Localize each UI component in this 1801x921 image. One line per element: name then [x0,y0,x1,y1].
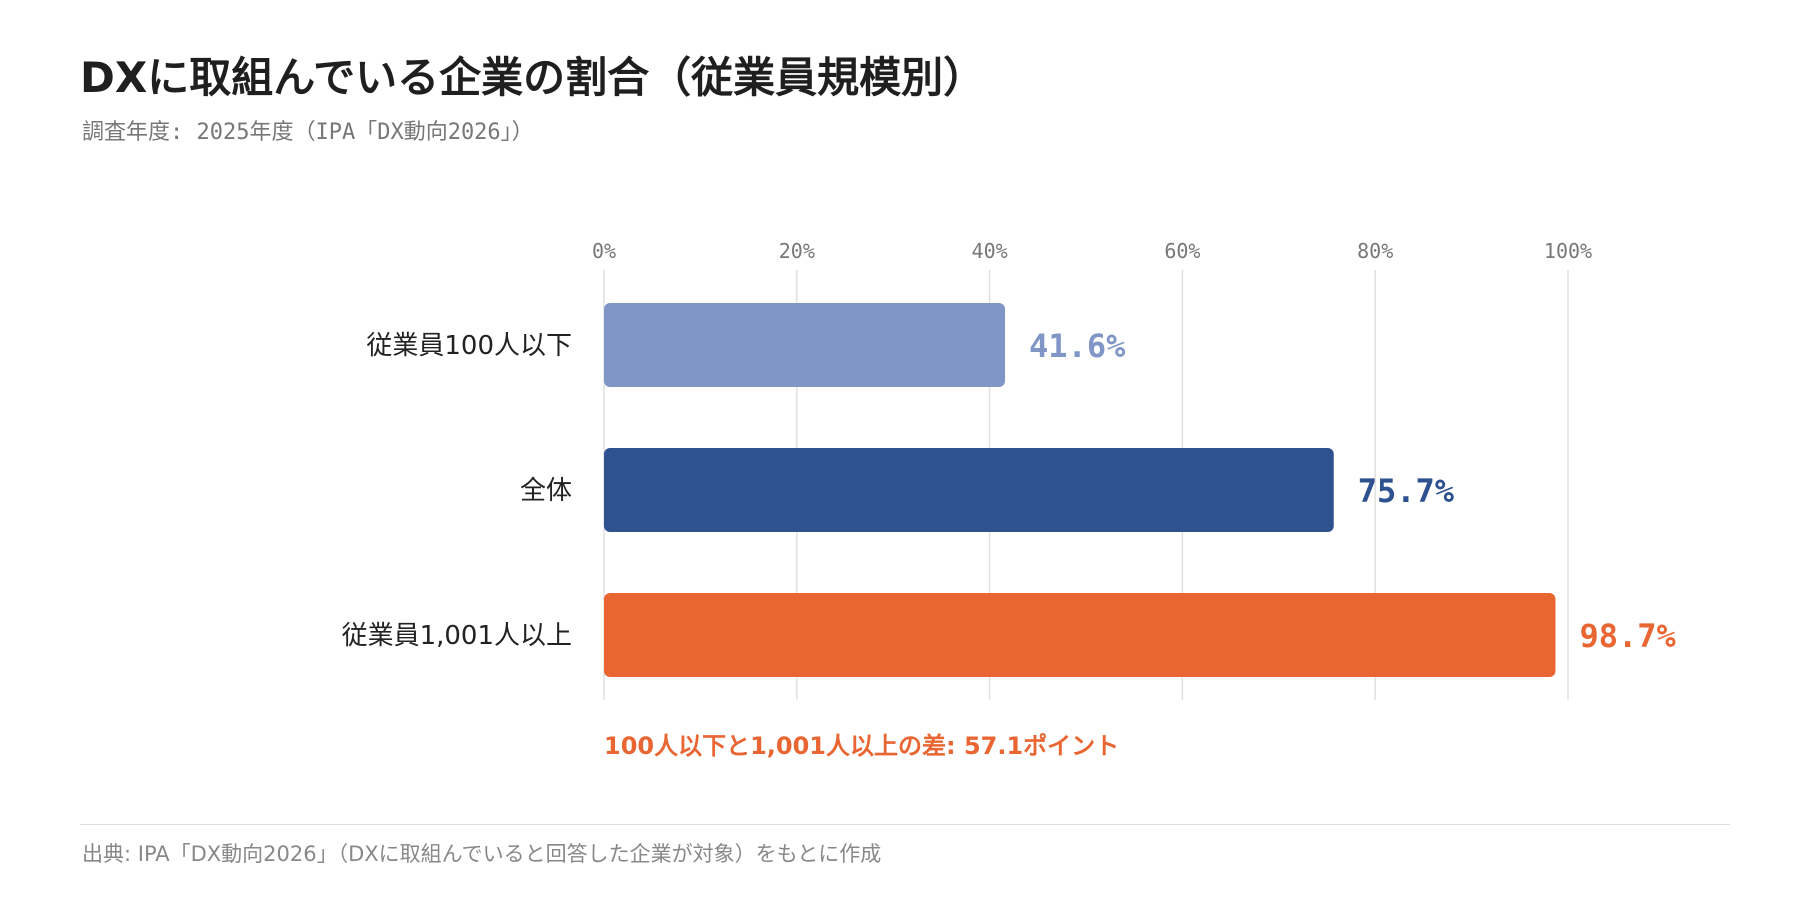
bar [604,303,1006,387]
x-tick-label: 80% [1357,239,1393,263]
value-labels: 41.6% 75.7% 98.7% [1029,327,1677,655]
bars [604,303,1556,677]
x-tick-label: 60% [1164,239,1200,263]
x-tick-label: 0% [592,239,616,263]
bar [604,448,1334,532]
x-axis-ticks: 0% 20% 40% 60% 80% 100% [592,239,1592,263]
chart-title: DXに取組んでいる企業の割合（従業員規模別） [80,53,986,102]
source-note: 出典: IPA「DX動向2026」（DXに取組んでいると回答した企業が対象）をも… [82,842,882,866]
data-label: 41.6% [1029,327,1126,365]
footer-divider [80,824,1730,825]
gap-annotation: 100人以下と1,001人以上の差: 57.1ポイント [604,732,1120,760]
data-label: 98.7% [1579,617,1676,655]
x-tick-label: 40% [972,239,1008,263]
x-tick-label: 100% [1544,239,1592,263]
x-tick-label: 20% [779,239,815,263]
category-label: 全体 [520,476,572,506]
category-label: 従業員1,001人以上 [342,621,572,651]
bar [604,593,1556,677]
chart-subtitle: 調査年度: 2025年度（IPA「DX動向2026」） [82,120,534,145]
category-label: 従業員100人以下 [366,331,572,361]
data-label: 75.7% [1358,472,1455,510]
